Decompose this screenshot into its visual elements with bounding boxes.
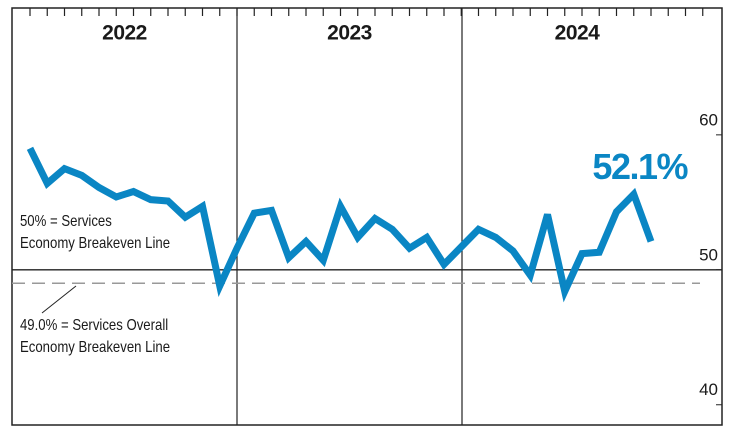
value-label: 52.1% bbox=[592, 146, 688, 187]
reference-label: Economy Breakeven Line bbox=[20, 339, 170, 356]
series-line bbox=[26, 146, 655, 303]
y-tick-label: 50 bbox=[699, 245, 718, 264]
leader-line bbox=[41, 285, 77, 314]
reference-label: Economy Breakeven Line bbox=[20, 235, 170, 252]
period-label: 2024 bbox=[555, 22, 601, 45]
reference-label: 49.0% = Services Overall bbox=[20, 317, 168, 334]
y-tick-label: 40 bbox=[699, 380, 718, 399]
y-tick-label: 60 bbox=[699, 110, 718, 129]
period-label: 2022 bbox=[102, 22, 147, 45]
frame bbox=[11, 7, 723, 426]
reference-label: 50% = Services bbox=[20, 213, 112, 230]
period-label: 2023 bbox=[327, 22, 372, 45]
